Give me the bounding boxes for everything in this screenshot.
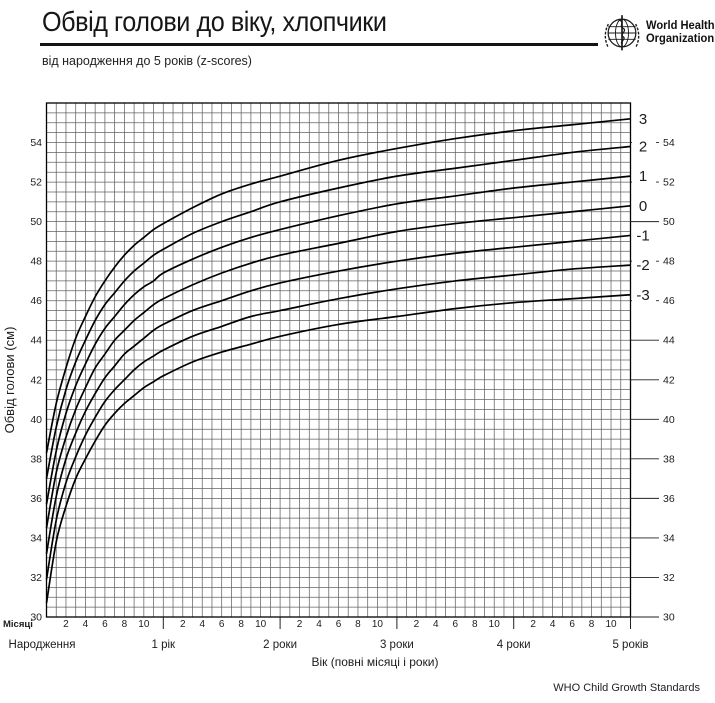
z-score-label: -3	[636, 287, 649, 304]
curve-z1	[45, 175, 631, 505]
z-label-backing	[632, 138, 656, 155]
x-axis-month-label: 4	[316, 619, 322, 630]
plot-border	[45, 102, 632, 618]
y-axis-right-tick-label: 52	[663, 177, 675, 189]
x-axis-month-label: 4	[83, 619, 89, 630]
y-axis-left-tick-label: 54	[30, 137, 42, 149]
z-score-label: 3	[639, 111, 647, 128]
x-axis-year-label: 3 роки	[380, 639, 414, 651]
y-axis-left-tick-label: 40	[30, 414, 42, 426]
x-axis-month-label: 4	[550, 619, 556, 630]
x-axis-month-label: 4	[199, 619, 205, 630]
x-axis-year-label: 4 роки	[497, 639, 531, 651]
y-axis-left-tick-label: 32	[30, 572, 42, 584]
x-axis-year-label: 1 рік	[152, 639, 177, 651]
who-logo-line2: Organization	[646, 33, 715, 45]
x-axis-year-label: 2 роки	[263, 639, 297, 651]
x-axis-month-label: 10	[489, 619, 501, 630]
z-label-backing	[632, 197, 656, 214]
y-axis-right-tick-label: 44	[663, 335, 675, 347]
x-axis-month-label: 8	[472, 619, 478, 630]
x-axis-month-label: 10	[255, 619, 267, 630]
x-axis-year-label: Народження	[9, 639, 76, 651]
x-axis-month-label: 2	[530, 619, 536, 630]
y-axis-right-tick-label: 48	[663, 256, 675, 268]
x-axis-month-label: 6	[569, 619, 575, 630]
x-axis-month-label: 6	[219, 619, 225, 630]
z-score-label: -1	[636, 227, 649, 244]
z-label-backing	[632, 286, 656, 303]
y-axis-left-tick-label: 42	[30, 374, 42, 386]
y-axis-title: Обвід голови (см)	[2, 327, 17, 434]
z-label-backing	[632, 168, 656, 185]
x-axis-month-label: 6	[453, 619, 459, 630]
z-score-label: -2	[636, 257, 649, 274]
curve-z0	[45, 204, 631, 529]
x-axis-title: Вік (повні місяці і роки)	[311, 655, 438, 669]
x-axis-month-label: 2	[414, 619, 420, 630]
x-axis-month-label: 6	[336, 619, 342, 630]
z-score-label: 0	[639, 198, 647, 215]
page-title: Обвід голови до віку, хлопчики	[42, 6, 387, 37]
y-axis-right-tick-label: 50	[663, 216, 675, 228]
months-caption: Місяці	[3, 619, 33, 630]
z-score-label: 1	[639, 168, 647, 185]
y-axis-right-tick-label: 32	[663, 572, 675, 584]
y-axis-right-tick-label: 54	[663, 137, 675, 149]
x-axis-month-label: 8	[238, 619, 244, 630]
page-subtitle: від народження до 5 років (z-scores)	[42, 53, 252, 68]
z-score-label: 2	[639, 138, 647, 155]
curve-z-2	[45, 264, 631, 580]
y-axis-right-tick-label: 42	[663, 374, 675, 386]
x-axis-month-label: 8	[355, 619, 361, 630]
x-axis-month-label: 2	[63, 619, 69, 630]
footer-credit: WHO Child Growth Standards	[553, 682, 700, 694]
y-axis-left-tick-label: 52	[30, 177, 42, 189]
y-axis-left-tick-label: 50	[30, 216, 42, 228]
y-axis-left-tick-label: 36	[30, 493, 42, 505]
curve-z-3	[45, 293, 631, 604]
y-axis-left-tick-label: 46	[30, 295, 42, 307]
x-axis-year-label: 5 років	[612, 639, 648, 651]
x-axis-month-label: 10	[372, 619, 384, 630]
y-axis-right-tick-label: 46	[663, 295, 675, 307]
y-axis-left-tick-label: 38	[30, 453, 42, 465]
x-axis-month-label: 8	[122, 619, 128, 630]
curve-z3	[45, 117, 631, 454]
x-axis-month-label: 2	[297, 619, 303, 630]
y-axis-right-tick-label: 38	[663, 453, 675, 465]
who-logo-line1: World Health	[646, 20, 715, 32]
who-logo-text: World Health Organization	[646, 20, 715, 46]
z-label-backing	[632, 227, 656, 244]
x-axis-month-label: 8	[589, 619, 595, 630]
who-logo: World Health Organization	[601, 12, 715, 54]
y-axis-right-tick-label: 36	[663, 493, 675, 505]
curve-z-1	[45, 234, 631, 554]
y-axis-right-tick-label: 40	[663, 414, 675, 426]
z-label-backing	[632, 110, 656, 127]
y-axis-left-tick-label: 34	[30, 532, 42, 544]
x-axis-month-label: 10	[138, 619, 150, 630]
y-axis-left-tick-label: 48	[30, 256, 42, 268]
x-axis-month-label: 4	[433, 619, 439, 630]
x-axis-month-label: 2	[180, 619, 186, 630]
y-axis-right-tick-label: 34	[663, 532, 675, 544]
x-axis-month-label: 10	[605, 619, 617, 630]
x-axis-month-label: 6	[102, 619, 108, 630]
z-label-backing	[632, 257, 656, 274]
y-axis-left-tick-label: 44	[30, 335, 42, 347]
curve-z2	[45, 145, 631, 479]
title-rule	[40, 43, 598, 46]
y-axis-left-tick-label: 30	[30, 612, 42, 624]
who-emblem-icon	[604, 15, 640, 51]
y-axis-right-tick-label: 30	[663, 612, 675, 624]
